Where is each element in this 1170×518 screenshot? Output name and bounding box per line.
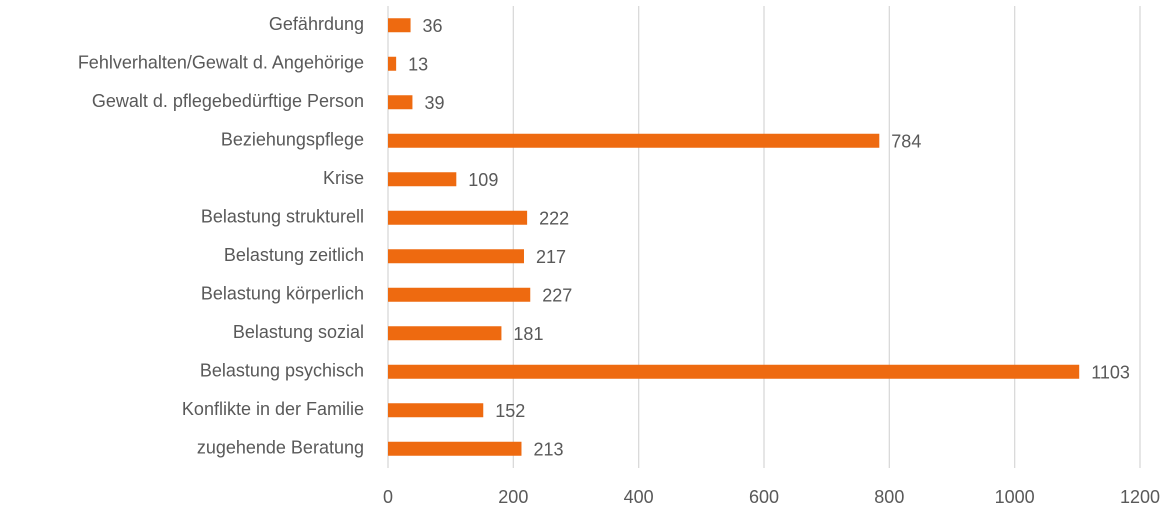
y-tick-label: Krise [323, 168, 364, 188]
y-tick-label: Belastung körperlich [201, 284, 364, 304]
y-tick-label: Belastung sozial [233, 322, 364, 342]
data-label: 13 [408, 55, 428, 75]
bar [388, 56, 397, 71]
data-label: 39 [424, 93, 444, 113]
bar [388, 364, 1080, 379]
y-tick-label: Gewalt d. pflegebedürftige Person [92, 91, 364, 111]
y-tick-label: Konflikte in der Familie [182, 399, 364, 419]
data-label: 152 [495, 401, 525, 421]
bar [388, 18, 411, 33]
data-label: 181 [513, 324, 543, 344]
x-tick-label: 0 [383, 487, 393, 507]
x-tick-label: 200 [498, 487, 528, 507]
bar [388, 172, 457, 187]
data-label: 222 [539, 209, 569, 229]
bar [388, 210, 528, 225]
y-tick-label: Gefährdung [269, 14, 364, 34]
data-label: 217 [536, 247, 566, 267]
bar [388, 287, 531, 302]
y-tick-label: Belastung strukturell [201, 207, 364, 227]
y-tick-label: Belastung psychisch [200, 361, 364, 381]
bar [388, 441, 522, 456]
bar [388, 133, 880, 148]
y-tick-label: Fehlverhalten/Gewalt d. Angehörige [78, 53, 364, 73]
x-tick-label: 400 [624, 487, 654, 507]
bar [388, 403, 484, 418]
x-tick-label: 1200 [1120, 487, 1160, 507]
x-tick-label: 600 [749, 487, 779, 507]
data-label: 227 [542, 286, 572, 306]
data-label: 36 [423, 16, 443, 36]
y-tick-label: Beziehungspflege [221, 130, 364, 150]
data-label: 109 [468, 170, 498, 190]
x-tick-label: 800 [874, 487, 904, 507]
data-label: 784 [891, 132, 921, 152]
bar [388, 326, 502, 341]
bar [388, 95, 413, 110]
y-tick-label: zugehende Beratung [197, 438, 364, 458]
x-tick-label: 1000 [995, 487, 1035, 507]
y-tick-label: Belastung zeitlich [224, 245, 364, 265]
bar [388, 249, 524, 264]
data-label: 213 [533, 440, 563, 460]
data-label: 1103 [1091, 363, 1130, 383]
